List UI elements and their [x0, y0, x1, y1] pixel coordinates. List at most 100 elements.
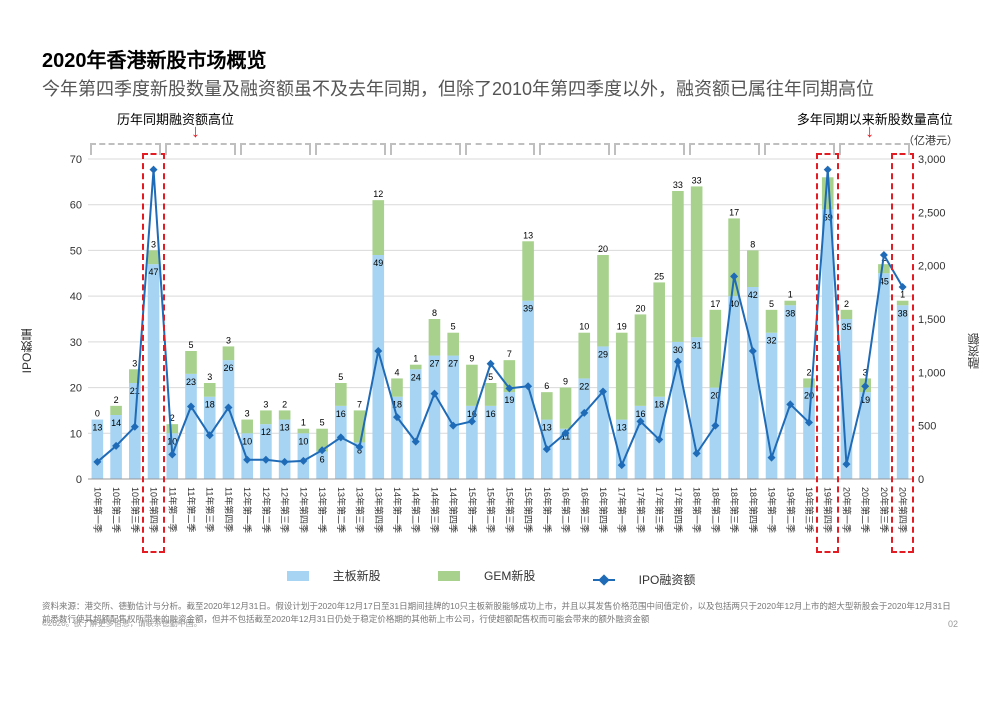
svg-text:16年第二季: 16年第二季 [561, 487, 572, 533]
svg-text:39: 39 [523, 304, 533, 314]
legend: 主板新股 GEM新股 IPO融资额 [42, 567, 958, 588]
svg-text:5: 5 [488, 372, 493, 382]
svg-text:2: 2 [806, 368, 811, 378]
svg-text:1: 1 [301, 418, 306, 428]
svg-text:13: 13 [617, 423, 627, 433]
svg-text:1,500: 1,500 [918, 314, 946, 326]
svg-text:17年第二季: 17年第二季 [635, 487, 646, 533]
svg-text:32: 32 [767, 336, 777, 346]
svg-text:500: 500 [918, 421, 936, 433]
svg-text:19: 19 [617, 322, 627, 332]
svg-text:2,000: 2,000 [918, 261, 946, 273]
svg-text:15年第一季: 15年第一季 [467, 487, 478, 533]
svg-text:12: 12 [261, 427, 271, 437]
svg-text:0: 0 [95, 409, 100, 419]
svg-text:17年第三季: 17年第三季 [654, 487, 665, 533]
svg-text:11年第一季: 11年第一季 [167, 487, 178, 532]
svg-text:22: 22 [579, 382, 589, 392]
svg-text:20年第四季: 20年第四季 [898, 487, 909, 533]
svg-text:12年第四季: 12年第四季 [298, 487, 309, 533]
svg-text:33: 33 [692, 176, 702, 186]
svg-text:17年第四季: 17年第四季 [673, 487, 684, 533]
svg-text:16: 16 [635, 409, 645, 419]
svg-text:4: 4 [394, 368, 399, 378]
svg-text:19: 19 [504, 395, 514, 405]
svg-text:1: 1 [413, 354, 418, 364]
legend-item-line: IPO融资额 [593, 571, 714, 588]
legend-item-main: 主板新股 [287, 567, 399, 584]
svg-text:11年第三季: 11年第三季 [205, 487, 216, 532]
svg-text:13: 13 [92, 423, 102, 433]
svg-text:0: 0 [76, 474, 82, 486]
svg-text:14年第二季: 14年第二季 [411, 487, 422, 533]
copyright: ©2020。欲了解更多信息，请联系德勤中国。 [42, 618, 202, 629]
svg-text:13年第一季: 13年第一季 [317, 487, 328, 533]
svg-text:24: 24 [411, 373, 421, 383]
annot-left: 历年同期融资额高位 [117, 109, 234, 128]
svg-text:20: 20 [635, 304, 645, 314]
svg-text:1,000: 1,000 [918, 368, 946, 380]
svg-text:16: 16 [486, 409, 496, 419]
svg-text:8: 8 [750, 240, 755, 250]
svg-text:26: 26 [223, 363, 233, 373]
svg-text:30: 30 [70, 337, 82, 349]
svg-text:38: 38 [785, 309, 795, 319]
svg-text:2,500: 2,500 [918, 208, 946, 220]
svg-text:10年第三季: 10年第三季 [130, 487, 141, 533]
svg-text:12: 12 [373, 189, 383, 199]
svg-text:1: 1 [788, 290, 793, 300]
svg-text:25: 25 [654, 272, 664, 282]
svg-text:7: 7 [357, 400, 362, 410]
svg-text:10: 10 [298, 437, 308, 447]
svg-text:9: 9 [469, 354, 474, 364]
svg-text:13: 13 [280, 423, 290, 433]
svg-text:10: 10 [70, 429, 82, 441]
svg-text:20: 20 [70, 383, 82, 395]
svg-text:35: 35 [841, 322, 851, 332]
svg-text:16年第一季: 16年第一季 [542, 487, 553, 533]
svg-text:20年第三季: 20年第三季 [879, 487, 890, 533]
svg-text:23: 23 [186, 377, 196, 387]
svg-text:18年第三季: 18年第三季 [729, 487, 740, 533]
chart-area: IPO数量 融资额 01020304050607005001,0001,5002… [42, 139, 958, 563]
svg-text:5: 5 [769, 299, 774, 309]
legend-item-gem: GEM新股 [438, 567, 553, 584]
svg-text:29: 29 [598, 350, 608, 360]
svg-text:38: 38 [898, 309, 908, 319]
svg-text:16年第四季: 16年第四季 [598, 487, 609, 533]
svg-text:2: 2 [282, 400, 287, 410]
svg-text:16年第三季: 16年第三季 [579, 487, 590, 533]
combo-chart: 01020304050607005001,0001,5002,0002,5003… [42, 139, 958, 563]
svg-text:18年第一季: 18年第一季 [692, 487, 703, 533]
svg-text:3: 3 [245, 409, 250, 419]
svg-text:1: 1 [900, 290, 905, 300]
svg-text:13: 13 [542, 423, 552, 433]
svg-text:14年第三季: 14年第三季 [429, 487, 440, 533]
svg-text:49: 49 [373, 258, 383, 268]
svg-text:18: 18 [205, 400, 215, 410]
svg-text:50: 50 [70, 246, 82, 258]
svg-text:40: 40 [70, 291, 82, 303]
annotation-row: 历年同期融资额高位 多年同期以来新股数量高位 ↓ ↓ [42, 111, 958, 133]
svg-text:11年第二季: 11年第二季 [186, 487, 197, 532]
svg-text:3: 3 [226, 336, 231, 346]
svg-text:5: 5 [338, 372, 343, 382]
svg-text:3: 3 [151, 240, 156, 250]
annot-right: 多年同期以来新股数量高位 [797, 109, 953, 128]
svg-text:3: 3 [207, 372, 212, 382]
svg-text:10年第一季: 10年第一季 [92, 487, 103, 533]
svg-text:17: 17 [710, 299, 720, 309]
y-axis-right-label: 融资额 [965, 333, 982, 369]
svg-text:30: 30 [673, 345, 683, 355]
svg-text:12年第二季: 12年第二季 [261, 487, 272, 533]
svg-text:7: 7 [507, 349, 512, 359]
svg-text:13年第四季: 13年第四季 [373, 487, 384, 533]
svg-text:47: 47 [149, 267, 159, 277]
svg-text:60: 60 [70, 200, 82, 212]
svg-text:8: 8 [432, 308, 437, 318]
svg-text:12年第三季: 12年第三季 [280, 487, 291, 533]
svg-text:42: 42 [748, 290, 758, 300]
svg-text:3: 3 [263, 400, 268, 410]
svg-text:15年第三季: 15年第三季 [504, 487, 515, 533]
svg-text:16: 16 [336, 409, 346, 419]
